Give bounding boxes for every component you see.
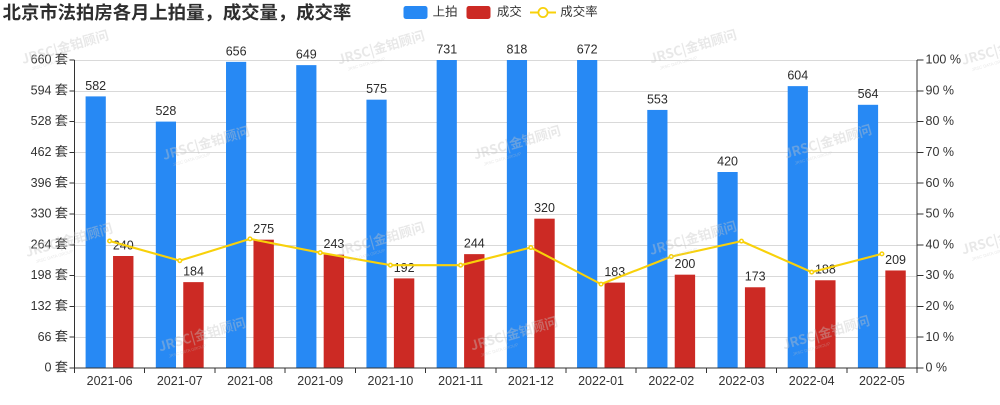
svg-text:264: 264 — [31, 237, 52, 251]
svg-text:2021-11: 2021-11 — [438, 374, 483, 388]
svg-text:330: 330 — [31, 207, 52, 221]
svg-text:649: 649 — [296, 48, 317, 62]
svg-text:2021-10: 2021-10 — [368, 374, 414, 388]
svg-text:553: 553 — [647, 92, 668, 106]
svg-text:66: 66 — [38, 330, 52, 344]
svg-text:2022-03: 2022-03 — [719, 374, 765, 388]
svg-text:20 %: 20 % — [926, 299, 955, 313]
svg-text:396: 396 — [31, 176, 52, 190]
svg-text:183: 183 — [604, 265, 625, 279]
svg-text:173: 173 — [745, 270, 766, 284]
svg-text:594: 594 — [31, 83, 52, 97]
svg-text:50 %: 50 % — [926, 207, 955, 221]
svg-text:198: 198 — [31, 268, 52, 282]
svg-text:528: 528 — [31, 114, 52, 128]
svg-text:2022-02: 2022-02 — [648, 374, 694, 388]
svg-text:132: 132 — [31, 299, 52, 313]
svg-text:604: 604 — [787, 69, 808, 83]
svg-text:320: 320 — [534, 201, 555, 215]
svg-text:2021-06: 2021-06 — [87, 374, 133, 388]
svg-text:100 %: 100 % — [926, 53, 961, 67]
svg-text:564: 564 — [858, 87, 879, 101]
svg-text:0: 0 — [45, 361, 52, 375]
svg-text:90 %: 90 % — [926, 83, 955, 97]
svg-text:528: 528 — [155, 104, 176, 118]
svg-text:2021-12: 2021-12 — [508, 374, 554, 388]
svg-text:60 %: 60 % — [926, 176, 955, 190]
svg-text:582: 582 — [85, 79, 106, 93]
svg-text:184: 184 — [183, 265, 204, 279]
svg-text:575: 575 — [366, 82, 387, 96]
svg-text:40 %: 40 % — [926, 237, 955, 251]
svg-text:420: 420 — [717, 154, 738, 168]
svg-text:2021-08: 2021-08 — [227, 374, 273, 388]
svg-text:243: 243 — [324, 237, 345, 251]
svg-text:2022-01: 2022-01 — [578, 374, 624, 388]
svg-text:731: 731 — [436, 42, 457, 56]
svg-text:70 %: 70 % — [926, 145, 955, 159]
svg-text:2022-04: 2022-04 — [789, 374, 835, 388]
svg-text:0 %: 0 % — [926, 361, 948, 375]
svg-text:656: 656 — [226, 44, 247, 58]
svg-text:2021-09: 2021-09 — [297, 374, 343, 388]
svg-text:818: 818 — [507, 42, 528, 56]
svg-text:200: 200 — [675, 257, 696, 271]
svg-text:192: 192 — [394, 261, 415, 275]
svg-text:2021-07: 2021-07 — [157, 374, 203, 388]
svg-text:80 %: 80 % — [926, 114, 955, 128]
svg-text:209: 209 — [885, 253, 906, 267]
svg-text:462: 462 — [31, 145, 52, 159]
svg-text:30 %: 30 % — [926, 268, 955, 282]
svg-text:2022-05: 2022-05 — [859, 374, 905, 388]
svg-text:244: 244 — [464, 237, 485, 251]
svg-text:672: 672 — [577, 42, 598, 56]
svg-text:10 %: 10 % — [926, 330, 955, 344]
svg-text:275: 275 — [253, 222, 274, 236]
